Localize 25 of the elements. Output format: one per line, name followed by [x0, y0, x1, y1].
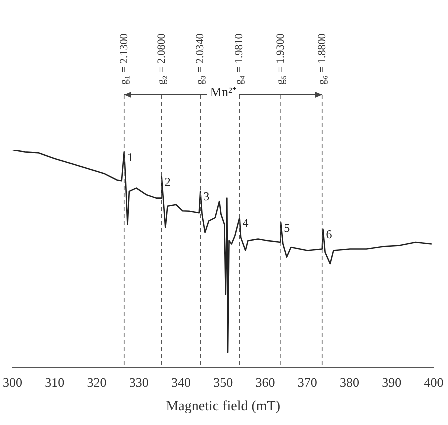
text: g₁ = 2.1300	[118, 33, 130, 85]
x-tick-label: 360	[256, 374, 276, 390]
x-tick-label: 320	[87, 374, 107, 390]
text: g₃ = 2.0340	[194, 33, 207, 85]
x-tick-label: 370	[298, 374, 318, 390]
annotation: 5	[284, 221, 290, 236]
x-tick-label: 330	[129, 374, 149, 390]
x-tick-label: 380	[340, 374, 360, 390]
text: g₅ = 1.9300	[274, 33, 287, 85]
annotation: 4	[242, 216, 249, 230]
annotation: 3	[204, 190, 210, 204]
text: g₄ = 1.9810	[234, 33, 246, 85]
x-tick-label: 350	[214, 374, 234, 390]
text: g₆ = 1.8800	[316, 33, 328, 85]
annotation: 6	[326, 228, 332, 242]
x-tick-label: 300	[3, 374, 22, 390]
x-tick-label: 310	[45, 374, 65, 390]
annotation: 2	[164, 175, 171, 190]
text: g₂ = 2.0800	[156, 33, 168, 85]
x-tick-label: 390	[382, 374, 402, 390]
x-tick-label: 400	[424, 374, 444, 390]
annotation: 1	[127, 150, 134, 164]
x-tick-label: 340	[172, 374, 191, 390]
x-axis-title: Magnetic field (mT)	[166, 399, 281, 414]
text: Mn²⁺	[210, 84, 236, 100]
